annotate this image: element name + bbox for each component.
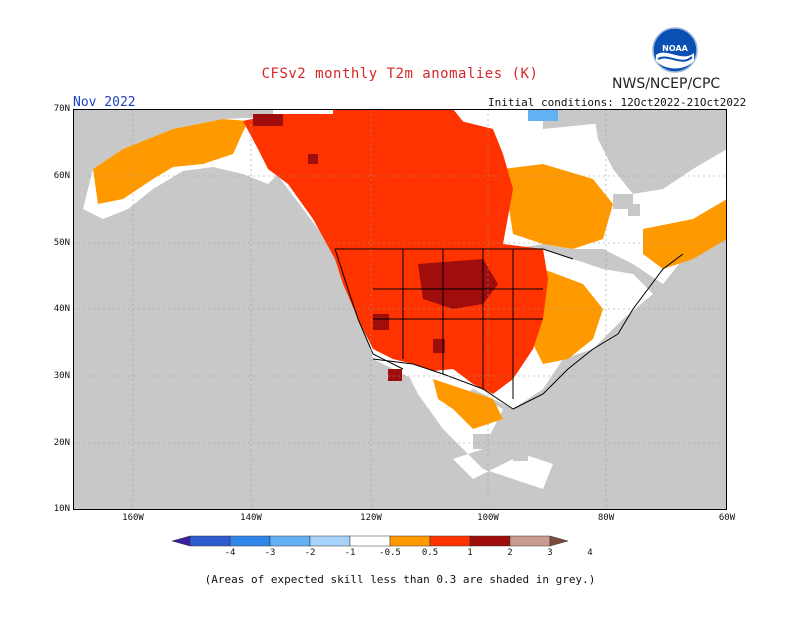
us-canada-border bbox=[335, 248, 574, 260]
y-label-50n: 50N bbox=[53, 238, 70, 248]
anomaly-1-2-arctic-islands bbox=[333, 109, 473, 149]
y-label-30n: 30N bbox=[53, 371, 70, 381]
anomaly-2-3-cell-c bbox=[433, 339, 445, 353]
colorbar-low-arrow bbox=[171, 535, 191, 547]
anomaly-0.5-1-east-canada bbox=[503, 164, 613, 249]
map-frame bbox=[73, 109, 727, 510]
colorbar-segment bbox=[349, 535, 391, 547]
anomaly-neg-northeast bbox=[528, 109, 558, 121]
x-label-120w: 120W bbox=[360, 513, 382, 523]
skill-footnote: (Areas of expected skill less than 0.3 a… bbox=[204, 573, 596, 586]
colorbar-segment bbox=[389, 535, 431, 547]
colorbar-segment bbox=[229, 535, 271, 547]
colorbar-tick-label: -0.5 bbox=[379, 548, 401, 558]
y-label-70n: 70N bbox=[53, 104, 70, 114]
coastline-west bbox=[334, 248, 404, 370]
colorbar-tick-label: -3 bbox=[264, 548, 276, 558]
coastline-gulf bbox=[512, 333, 619, 410]
y-label-40n: 40N bbox=[53, 304, 70, 314]
x-label-160w: 160W bbox=[122, 513, 144, 523]
colorbar bbox=[171, 535, 569, 547]
y-label-10n: 10N bbox=[53, 504, 70, 514]
grey-patch-2 bbox=[628, 204, 640, 216]
map-title: CFSv2 monthly T2m anomalies (K) bbox=[261, 66, 539, 82]
colorbar-tick-label: 3 bbox=[547, 548, 553, 558]
colorbar-tick-label: -4 bbox=[224, 548, 236, 558]
y-label-20n: 20N bbox=[53, 438, 70, 448]
colorbar-segment bbox=[269, 535, 311, 547]
anomaly-0.5-1-maritimes bbox=[643, 199, 727, 269]
anomaly-2-3-cell-e bbox=[308, 154, 318, 164]
colorbar-tick-label: 4 bbox=[587, 548, 593, 558]
x-label-140w: 140W bbox=[240, 513, 262, 523]
colorbar-high-arrow bbox=[549, 535, 569, 547]
grey-patch-4 bbox=[513, 449, 528, 461]
greenland-landmass bbox=[593, 109, 727, 194]
initial-conditions: Initial conditions: 12Oct2022-21Oct2022 bbox=[488, 96, 747, 109]
colorbar-segment bbox=[469, 535, 511, 547]
anomaly-map bbox=[73, 109, 727, 510]
anomaly-2-3-cell-d bbox=[253, 114, 283, 126]
colorbar-tick-label: 2 bbox=[507, 548, 513, 558]
noaa-logo: NOAA bbox=[652, 27, 698, 73]
anomaly-0.5-1-mexico bbox=[433, 379, 503, 429]
coastline-east bbox=[617, 253, 684, 335]
colorbar-segment bbox=[189, 535, 231, 547]
x-label-100w: 100W bbox=[477, 513, 499, 523]
anomaly-1-2-main bbox=[243, 114, 548, 394]
colorbar-segment bbox=[309, 535, 351, 547]
anomaly-2-3-cell-b bbox=[388, 369, 402, 381]
colorbar-tick-label: -1 bbox=[344, 548, 356, 558]
state-lines-a bbox=[373, 249, 543, 399]
agency-label: NWS/NCEP/CPC bbox=[612, 76, 721, 92]
colorbar-tick-label: 1 bbox=[467, 548, 473, 558]
anomaly-2-3-northern-plains bbox=[418, 259, 498, 309]
logo-text: NOAA bbox=[662, 44, 688, 53]
colorbar-tick-label: -2 bbox=[304, 548, 316, 558]
x-label-80w: 80W bbox=[597, 513, 615, 523]
anomaly-2-3-cell-a bbox=[373, 314, 389, 330]
forecast-month: Nov 2022 bbox=[73, 95, 136, 110]
anomaly-0.5-1-west-alaska bbox=[93, 119, 248, 204]
grey-patch-3 bbox=[473, 434, 493, 449]
colorbar-segment bbox=[509, 535, 551, 547]
x-label-60w: 60W bbox=[718, 513, 736, 523]
colorbar-tick-label: 0.5 bbox=[421, 548, 439, 558]
colorbar-segment bbox=[429, 535, 471, 547]
y-label-60n: 60N bbox=[53, 171, 70, 181]
anomaly-0.5-1-southeast bbox=[528, 269, 603, 364]
